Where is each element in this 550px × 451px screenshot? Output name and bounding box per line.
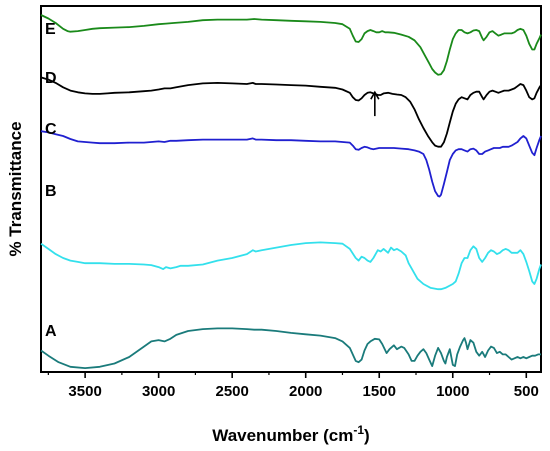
curve-label-b: B bbox=[45, 183, 57, 200]
curve-labels: A B C D E bbox=[45, 21, 57, 340]
curve-label-a: A bbox=[45, 323, 57, 340]
spectra-curves bbox=[40, 14, 542, 369]
x-axis-ticks: 3500 3000 2500 2000 1500 1000 500 bbox=[47, 372, 539, 400]
curve-label-c: C bbox=[45, 121, 57, 138]
series-line-d bbox=[40, 76, 542, 148]
series-line-a bbox=[40, 327, 541, 369]
x-tick-label: 1500 bbox=[363, 383, 396, 400]
annotations bbox=[370, 90, 380, 117]
y-axis-title: % Transmittance bbox=[6, 121, 25, 256]
x-tick-label: 2000 bbox=[289, 383, 322, 400]
curve-label-e: E bbox=[45, 21, 56, 38]
annotation-arrow-head bbox=[370, 90, 380, 100]
x-tick-label: 2500 bbox=[215, 383, 248, 400]
curve-label-d: D bbox=[45, 70, 57, 87]
x-axis-title: Wavenumber (cm-1) bbox=[212, 423, 369, 445]
x-tick-label: 1000 bbox=[436, 383, 469, 400]
x-tick-label: 3500 bbox=[68, 383, 101, 400]
series-line-e bbox=[40, 14, 542, 76]
series-line-b bbox=[40, 241, 542, 291]
plot-area-frame bbox=[40, 5, 542, 373]
series-line-c bbox=[40, 130, 542, 198]
x-tick-label: 500 bbox=[514, 383, 539, 400]
x-tick-label: 3000 bbox=[142, 383, 175, 400]
